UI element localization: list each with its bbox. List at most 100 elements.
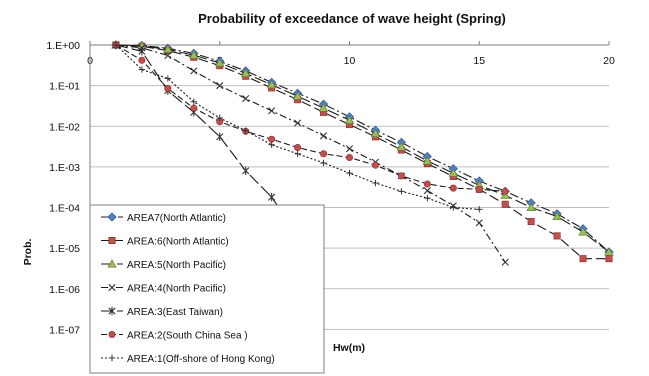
data-point [398,188,405,195]
y-tick-label: 1.E-02 [49,121,80,133]
series-line [115,44,299,236]
data-point [604,247,614,256]
data-point [345,145,354,153]
data-point [163,44,173,53]
data-point [242,94,250,103]
y-tick-label: 1.E-07 [49,324,80,336]
data-point [345,154,353,162]
data-point [449,184,457,192]
data-point [216,82,224,90]
x-tick-label: 15 [473,55,485,67]
data-point [190,67,198,75]
data-point [475,185,483,193]
series-layer [111,40,614,266]
data-point [372,179,379,187]
data-point [268,107,276,115]
legend-label: AREA7(North Atlantic) [127,213,226,224]
legend-label: AREA:1(Off-shore of Hong Kong) [127,354,275,365]
series-line [115,44,506,192]
data-point [423,187,431,195]
data-point [294,119,302,127]
legend-label: AREA:5(North Pacific) [127,260,226,271]
data-point [242,166,250,176]
legend-box [89,204,325,374]
data-point [138,47,146,56]
axes: 1.E+00 1.E-01 1.E-02 1.E-03 1.E-04 1.E-05 1.E-… [46,40,615,370]
data-point [579,255,587,263]
data-point [268,192,276,202]
y-tick-label: 1.E-05 [49,243,80,255]
data-point [242,127,249,134]
data-point [189,50,199,59]
data-point [216,114,223,122]
y-tick-label: 1.E+00 [46,40,80,52]
data-point [107,259,117,268]
data-point [268,135,276,143]
data-point [526,202,536,211]
data-point [475,219,483,227]
legend-item: AREA:1(Off-shore of Hong Kong) [101,354,275,365]
data-point [190,104,198,112]
legend-label: AREA:2(South China Sea ) [127,331,248,342]
data-point [108,283,116,292]
data-point [108,306,116,316]
series-line [115,44,609,260]
data-point [216,132,224,141]
data-point [501,258,509,266]
data-point [397,172,405,180]
legend-label: AREA:6(North Atlantic) [127,237,229,248]
legend: AREA7(North Atlantic) AREA:6(North Atlant… [89,204,325,374]
data-point [422,156,433,165]
data-point [320,150,328,158]
legend-item: AREA:2(South China Sea ) [101,331,248,342]
legend-label: AREA:4(North Pacific) [127,284,226,295]
x-axis-label: Hw(m) [333,342,365,354]
data-point [164,84,172,92]
data-point [424,194,431,202]
y-axis-label: Prob. [22,239,34,266]
data-point [396,142,407,151]
data-point [319,132,328,140]
legend-item: AREA:6(North Atlantic) [101,237,229,248]
data-point [294,150,301,157]
data-point [448,168,459,177]
legend-item: AREA:4(North Pacific) [101,284,226,295]
data-point [294,143,302,151]
data-point [240,68,251,77]
data-point [450,204,457,211]
chart-title: Probability of exceedance of wave height… [198,11,506,26]
data-point [190,98,197,105]
data-point [266,79,277,89]
series-line [115,44,610,253]
data-point [527,218,535,226]
legend-item: AREA7(North Atlantic) [101,212,226,224]
y-tick-label: 1.E-04 [49,203,80,215]
data-point [215,58,225,67]
data-point [344,115,355,124]
data-point [292,91,303,100]
data-point [112,41,120,49]
data-point [423,180,431,188]
data-point [552,211,562,221]
x-tick-label: 10 [344,55,356,67]
data-point [371,161,379,169]
data-point [164,75,172,82]
data-point [268,141,275,148]
series-7 [112,41,483,213]
data-point [318,103,329,112]
data-point [164,51,172,60]
data-point [501,200,509,208]
data-point [108,354,116,362]
data-point [320,159,327,167]
series-line [115,44,506,263]
legend-item: AREA:5(North Pacific) [101,259,226,271]
data-point [501,187,509,195]
data-point [605,255,613,263]
data-point [346,169,353,177]
data-point [370,128,381,138]
y-tick-label: 1.E-01 [49,81,80,93]
data-point [578,227,588,236]
data-point [108,330,116,338]
data-point [108,237,116,245]
